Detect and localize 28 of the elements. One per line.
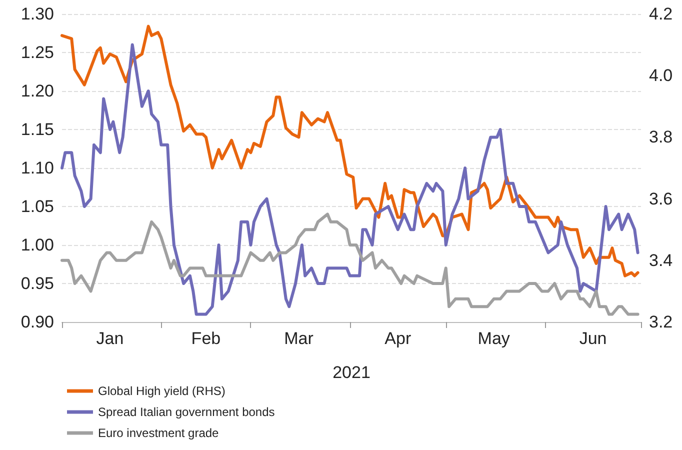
line-series	[60, 212, 640, 316]
line-series	[60, 24, 640, 278]
y2-tick-label: 3.2	[649, 312, 673, 332]
x-tick-label: May	[478, 329, 510, 348]
y-tick-label: 1.15	[20, 120, 54, 139]
x-tick-label: Mar	[284, 329, 314, 348]
y2-tick-label: 3.6	[649, 189, 673, 208]
y-tick-label: 1.00	[20, 236, 54, 254]
legend-label: Spread Italian government bonds	[98, 405, 275, 419]
legend-label: Global High yield (RHS)	[98, 384, 226, 398]
x-tick-label: Apr	[384, 329, 412, 348]
x-tick-label: Feb	[191, 329, 221, 348]
y2-tick-label: 4.0	[649, 66, 673, 86]
line-series	[60, 43, 640, 316]
y-tick-label: 0.90	[20, 312, 54, 332]
x-tick-label: Jan	[96, 329, 124, 348]
y2-tick-label: 3.8	[649, 128, 673, 147]
y2-tick-label: 4.2	[649, 4, 673, 24]
y-tick-label: 0.95	[20, 274, 54, 293]
y-tick-label: 1.10	[20, 158, 54, 178]
y-tick-label: 1.20	[20, 82, 54, 100]
y-tick-label: 1.05	[20, 197, 54, 216]
y2-tick-label: 3.4	[649, 250, 673, 270]
legend-label: Euro investment grade	[98, 426, 220, 440]
x-tick-label: Jun	[579, 329, 607, 348]
y-tick-label: 1.30	[20, 4, 54, 24]
x-axis-title: 2021	[332, 363, 370, 382]
y-tick-label: 1.25	[20, 43, 54, 62]
